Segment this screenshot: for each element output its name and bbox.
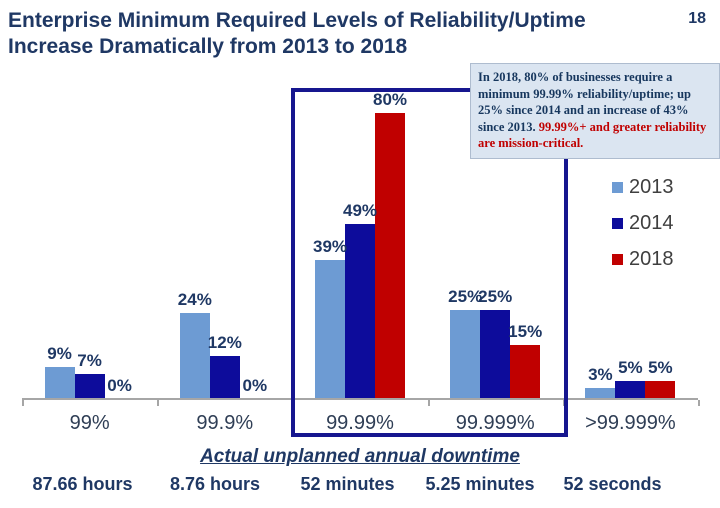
- page-title-line2: Increase Dramatically from 2013 to 2018: [8, 35, 408, 58]
- category-label->99.999%: >99.999%: [585, 412, 676, 434]
- value-label-2018-99%: 0%: [107, 376, 132, 395]
- legend-label-2014: 2014: [629, 212, 674, 234]
- x-axis-tick: [427, 400, 430, 406]
- bar-2013-99%: [44, 366, 75, 399]
- x-axis-tick: [22, 400, 24, 406]
- downtime-value-2: 52 minutes: [300, 474, 395, 494]
- x-axis-tick: [698, 400, 700, 406]
- bar-2018-99.999%: [510, 345, 541, 399]
- legend-item-2018: 2018: [612, 248, 674, 271]
- value-label-2014-99.999%: 25%: [478, 286, 513, 306]
- category-label-99.99%: 99.99%: [326, 412, 394, 434]
- page-title-line1: Enterprise Minimum Required Levels of Re…: [8, 9, 586, 32]
- highlight-box: [291, 88, 568, 437]
- value-label-2013-99.99%: 39%: [312, 236, 348, 256]
- bar-2014-99%: [74, 373, 105, 399]
- category-label-99.9%: 99.9%: [196, 412, 254, 434]
- legend-swatch-2018: [612, 254, 623, 265]
- value-label-2018-99.9%: 0%: [242, 376, 268, 395]
- bar-2013-99.9%: [179, 313, 210, 399]
- chart-legend: 2013 2014 2018: [612, 176, 674, 284]
- downtime-value-1: 8.76 hours: [169, 474, 261, 494]
- callout-textbox: In 2018, 80% of businesses require a min…: [470, 63, 720, 159]
- callout-text-main: In 2018, 80% of businesses require a min…: [478, 70, 691, 134]
- bar-2013-99.99%: [315, 259, 345, 399]
- slide-page-number: 18: [688, 10, 706, 27]
- value-label-2013->99.999%: 3%: [588, 365, 613, 385]
- bar-2013->99.999%: [585, 388, 616, 399]
- legend-label-2018: 2018: [629, 248, 674, 270]
- category-label-99.999%: 99.999%: [455, 412, 535, 434]
- bar-2014-99.99%: [345, 223, 375, 399]
- value-label-2014-99.99%: 49%: [342, 200, 378, 220]
- legend-swatch-2013: [612, 182, 623, 193]
- legend-item-2013: 2013: [612, 176, 674, 199]
- x-axis-tick: [562, 400, 565, 406]
- legend-label-2013: 2013: [629, 176, 674, 198]
- value-label-2013-99.9%: 24%: [177, 290, 212, 310]
- callout-text-red: 99.99%+ and greater reliability are miss…: [478, 119, 707, 151]
- downtime-axis-title: Actual unplanned annual downtime: [200, 446, 520, 467]
- value-label-2014-99.9%: 12%: [207, 333, 242, 353]
- value-label-2018->99.999%: 5%: [648, 358, 673, 378]
- category-label-99%: 99%: [69, 412, 110, 434]
- bar-2013-99.999%: [450, 309, 481, 399]
- bar-2018->99.999%: [645, 381, 676, 399]
- downtime-value-0: 87.66 hours: [32, 474, 133, 494]
- x-axis-line: [22, 398, 698, 400]
- value-label-2014-99%: 7%: [77, 350, 102, 370]
- bar-2014-99.9%: [209, 356, 240, 399]
- value-label-2013-99%: 9%: [47, 343, 72, 363]
- bar-2014-99.999%: [480, 309, 511, 399]
- value-label-2014->99.999%: 5%: [618, 358, 643, 378]
- bar-2018-99.99%: [375, 113, 405, 399]
- bar-2014->99.999%: [615, 381, 646, 399]
- value-label-2013-99.999%: 25%: [448, 286, 483, 306]
- x-axis-tick: [157, 400, 160, 406]
- legend-item-2014: 2014: [612, 212, 674, 235]
- value-label-2018-99.999%: 15%: [508, 322, 543, 342]
- value-label-2018-99.99%: 80%: [372, 90, 408, 109]
- page-title: Enterprise Minimum Required Levels of Re…: [8, 8, 608, 60]
- downtime-value-4: 52 seconds: [563, 474, 662, 494]
- legend-swatch-2014: [612, 218, 623, 229]
- downtime-value-3: 5.25 minutes: [425, 474, 535, 494]
